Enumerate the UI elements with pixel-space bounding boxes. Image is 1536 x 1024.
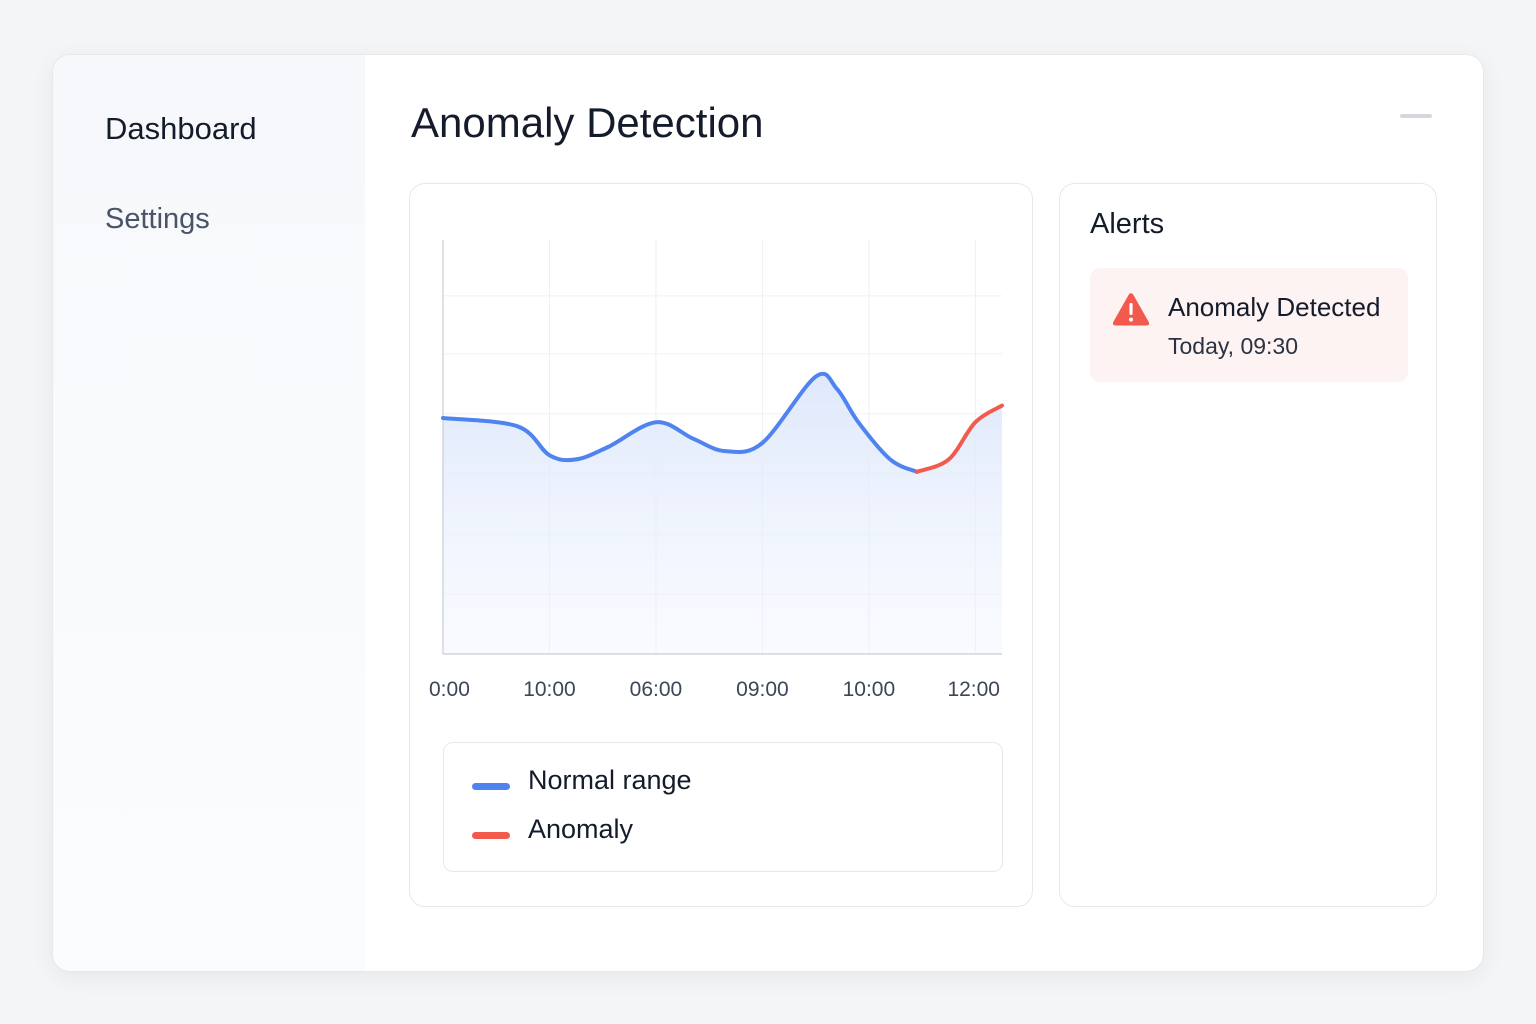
chart-area-fill: [443, 373, 1002, 654]
sidebar-item-dashboard[interactable]: Dashboard: [105, 111, 257, 146]
sidebar-item-settings[interactable]: Settings: [105, 203, 210, 235]
x-tick-label-1: 10:00: [523, 678, 576, 701]
alert-timestamp: Today, 09:30: [1168, 333, 1299, 359]
alert-title: Anomaly Detected: [1168, 292, 1381, 322]
warning-triangle-icon: [1112, 293, 1150, 326]
line-chart: 0:00 10:00 06:00 09:00 10:00 12:00: [429, 240, 1004, 701]
series-line-anomaly: [914, 403, 1004, 474]
x-tick-label-3: 09:00: [736, 678, 789, 701]
x-tick-label-5: 12:00: [947, 678, 1000, 701]
alerts-panel: Alerts Anomaly Detected Today, 09:30: [1059, 183, 1437, 907]
x-tick-label-4: 10:00: [843, 678, 896, 701]
chart-card: 0:00 10:00 06:00 09:00 10:00 12:00 Normal ran…: [409, 183, 1033, 907]
legend-label-anomaly: Anomaly: [528, 814, 634, 844]
legend-swatch-normal-range: [472, 783, 510, 790]
app-window: Dashboard Settings Anomaly Detection 0:0…: [52, 54, 1484, 972]
chart-legend: Normal range Anomaly: [443, 742, 1003, 872]
minimize-button[interactable]: [1397, 109, 1435, 123]
alerts-title: Alerts: [1090, 208, 1165, 240]
x-tick-label-2: 06:00: [630, 678, 683, 701]
page-title: Anomaly Detection: [411, 99, 764, 146]
alert-item[interactable]: Anomaly Detected Today, 09:30: [1090, 268, 1408, 382]
x-tick-label-0: 0:00: [429, 678, 470, 701]
legend-label-normal-range: Normal range: [528, 765, 692, 795]
legend-swatch-anomaly: [472, 832, 510, 839]
series-line-normal-range: [441, 371, 919, 474]
minimize-icon: [1400, 114, 1432, 118]
sidebar: Dashboard Settings: [53, 55, 365, 971]
